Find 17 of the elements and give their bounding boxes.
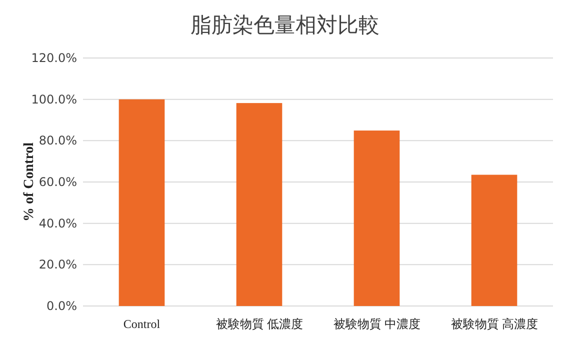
x-tick-label: 被験物質 低濃度: [216, 317, 303, 331]
y-tick-label: 100.0%: [31, 92, 77, 106]
x-tick-label: 被験物質 高濃度: [450, 317, 538, 331]
bar: [118, 99, 165, 306]
bar: [471, 174, 518, 306]
y-tick-label: 60.0%: [38, 175, 77, 189]
y-tick-label: 20.0%: [38, 258, 77, 272]
y-axis-title: % of Control: [22, 142, 37, 222]
x-tick-label: 被験物質 中濃度: [333, 317, 420, 331]
y-tick-label: 120.0%: [31, 51, 77, 65]
x-tick-label: Control: [123, 317, 161, 331]
y-tick-label: 80.0%: [38, 134, 77, 148]
bar: [354, 130, 400, 306]
bar: [236, 103, 282, 306]
chart-title: 脂肪染色量相対比較: [190, 13, 380, 37]
y-tick-label: 0.0%: [46, 299, 77, 313]
y-tick-label: 40.0%: [38, 216, 77, 230]
